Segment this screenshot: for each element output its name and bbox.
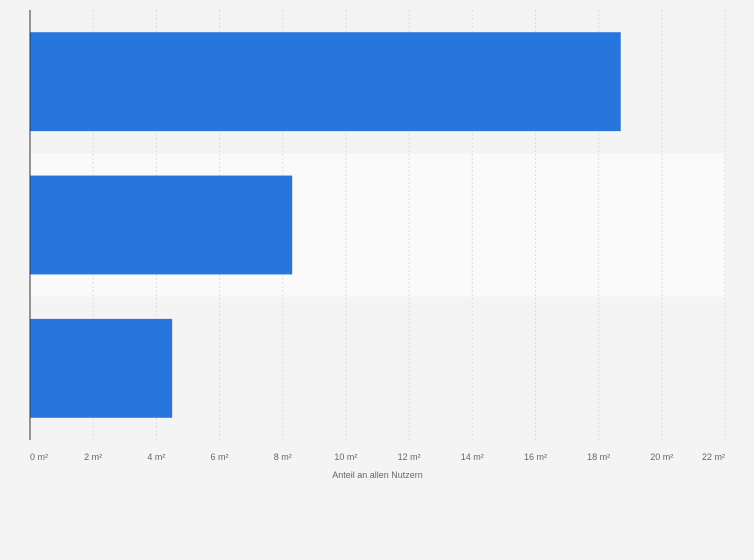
x-tick-label: 6 m² [211,452,229,462]
x-axis-tick-labels: 0 m² 2 m² 4 m² 6 m² 8 m² 10 m² 12 m² 14 m² 16 m²… [30,452,725,462]
x-tick-label: 12 m² [398,452,421,462]
x-tick-label: 0 m² [30,452,48,462]
bars [30,32,621,418]
bar-2[interactable] [30,175,293,275]
x-tick-label: 20 m² [650,452,673,462]
bar-3[interactable] [30,318,173,418]
x-tick-label: 8 m² [274,452,292,462]
x-axis-title: Anteil an allen Nutzern [332,470,423,480]
x-tick-label: 2 m² [84,452,102,462]
x-tick-label: 4 m² [147,452,165,462]
x-tick-label: 16 m² [524,452,547,462]
bar-1[interactable] [30,32,621,132]
x-tick-label: 10 m² [334,452,357,462]
x-tick-label: 22 m² [702,452,725,462]
x-tick-label: 18 m² [587,452,610,462]
x-tick-label: 14 m² [461,452,484,462]
